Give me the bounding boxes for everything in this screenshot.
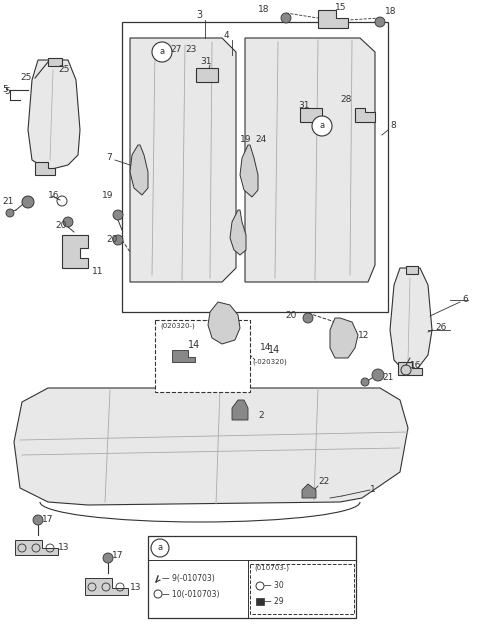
- Text: a: a: [157, 543, 163, 553]
- Text: 23: 23: [185, 46, 196, 54]
- Bar: [300, 108, 322, 122]
- Bar: [256, 598, 264, 605]
- Text: 24: 24: [255, 135, 266, 145]
- Text: 2: 2: [258, 411, 264, 419]
- Text: 18: 18: [258, 6, 269, 14]
- Text: 20: 20: [285, 312, 296, 321]
- Circle shape: [113, 210, 123, 220]
- Text: 5: 5: [2, 86, 8, 95]
- Text: 25: 25: [58, 66, 70, 74]
- Text: — 9(-010703): — 9(-010703): [162, 575, 215, 583]
- Polygon shape: [172, 350, 195, 362]
- Polygon shape: [28, 60, 80, 170]
- Text: 16: 16: [48, 192, 60, 200]
- Polygon shape: [208, 302, 240, 344]
- Polygon shape: [240, 145, 258, 197]
- Text: 11: 11: [92, 267, 104, 277]
- Polygon shape: [130, 145, 148, 195]
- Text: 5: 5: [4, 88, 10, 96]
- Text: 12: 12: [358, 332, 370, 341]
- Text: — 29: — 29: [264, 597, 284, 607]
- Circle shape: [375, 17, 385, 27]
- Text: 13: 13: [130, 583, 142, 592]
- Text: 26: 26: [435, 324, 446, 332]
- Text: (020320-): (020320-): [160, 323, 195, 329]
- Circle shape: [312, 116, 332, 136]
- Polygon shape: [85, 578, 128, 595]
- Circle shape: [6, 209, 14, 217]
- Text: 13: 13: [58, 543, 70, 553]
- Polygon shape: [130, 38, 236, 282]
- Polygon shape: [35, 162, 55, 175]
- Text: 14: 14: [260, 344, 271, 352]
- Text: 19: 19: [240, 135, 252, 145]
- Circle shape: [372, 369, 384, 381]
- Circle shape: [151, 539, 169, 557]
- Text: 4: 4: [224, 31, 229, 39]
- Text: 8: 8: [390, 121, 396, 130]
- Circle shape: [113, 235, 123, 245]
- Circle shape: [22, 196, 34, 208]
- Text: 21: 21: [382, 374, 394, 382]
- Text: 16: 16: [410, 361, 421, 371]
- Polygon shape: [14, 388, 408, 505]
- Polygon shape: [15, 540, 58, 555]
- Text: (-020320): (-020320): [252, 359, 287, 365]
- Text: 14: 14: [268, 345, 280, 355]
- Text: 21: 21: [2, 197, 13, 207]
- Polygon shape: [232, 400, 248, 420]
- Text: 20: 20: [106, 235, 118, 245]
- Text: 20: 20: [55, 220, 66, 230]
- Text: 18: 18: [385, 8, 396, 16]
- Bar: [48, 58, 62, 66]
- Polygon shape: [355, 108, 375, 122]
- Text: 31: 31: [200, 58, 212, 66]
- Text: 15: 15: [335, 4, 347, 13]
- Circle shape: [361, 378, 369, 386]
- Polygon shape: [330, 318, 358, 358]
- Circle shape: [303, 313, 313, 323]
- Text: — 30: — 30: [264, 582, 284, 590]
- Text: 17: 17: [42, 515, 53, 525]
- Text: 19: 19: [102, 190, 113, 200]
- Circle shape: [152, 42, 172, 62]
- Text: 17: 17: [112, 552, 123, 560]
- Text: 6: 6: [462, 295, 468, 304]
- Text: (010703-): (010703-): [254, 565, 289, 572]
- Text: 22: 22: [318, 478, 329, 486]
- Bar: [406, 266, 418, 274]
- Text: 27: 27: [170, 46, 181, 54]
- Circle shape: [103, 553, 113, 563]
- Polygon shape: [398, 362, 422, 375]
- Circle shape: [63, 217, 73, 227]
- Bar: [155, 320, 250, 392]
- Text: 14: 14: [188, 340, 200, 350]
- Polygon shape: [390, 268, 432, 372]
- Bar: [122, 22, 388, 312]
- Text: a: a: [319, 121, 324, 130]
- Text: 31: 31: [298, 101, 310, 111]
- Circle shape: [33, 515, 43, 525]
- Text: — 10(-010703): — 10(-010703): [162, 590, 219, 598]
- Polygon shape: [230, 210, 246, 255]
- Text: 28: 28: [340, 96, 351, 105]
- Bar: [148, 536, 356, 618]
- Text: 3: 3: [196, 10, 202, 20]
- Bar: [196, 68, 218, 82]
- Polygon shape: [62, 235, 88, 268]
- Text: 7: 7: [106, 153, 112, 163]
- Text: 1: 1: [370, 486, 376, 495]
- Polygon shape: [318, 10, 348, 28]
- Text: 25: 25: [20, 73, 31, 83]
- Bar: [250, 564, 354, 614]
- Circle shape: [281, 13, 291, 23]
- Polygon shape: [245, 38, 375, 282]
- Polygon shape: [302, 484, 316, 498]
- Text: a: a: [159, 48, 165, 56]
